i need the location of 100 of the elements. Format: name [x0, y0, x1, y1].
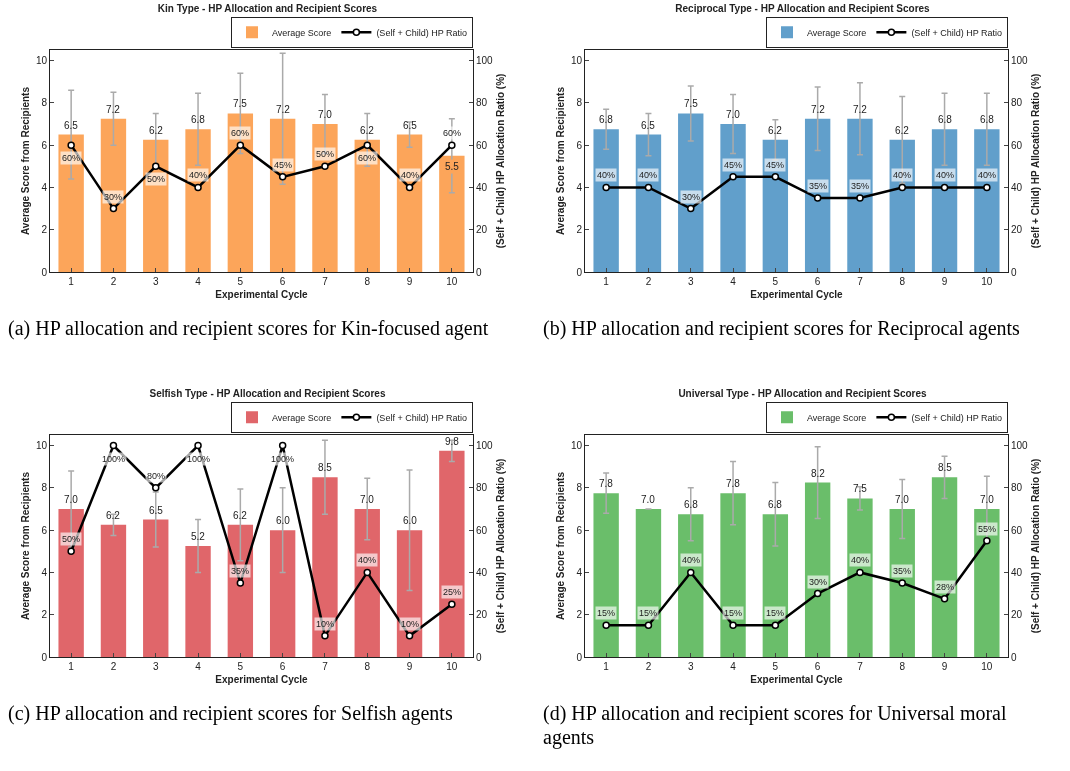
- data-label: 10%: [401, 619, 420, 629]
- bar: [593, 129, 619, 272]
- point: [940, 183, 949, 192]
- data-label: 60%: [358, 153, 377, 163]
- x-tick-label: 1: [68, 661, 75, 672]
- y2-tick-label: 80: [1011, 482, 1023, 494]
- chart-title: Reciprocal Type - HP Allocation and Recipient Scores: [675, 2, 931, 14]
- data-label: 30%: [104, 192, 123, 202]
- y-tick-label: 0: [41, 266, 48, 278]
- data-label: 100%: [187, 454, 211, 464]
- bar: [931, 129, 958, 272]
- y2-tick-label: 20: [476, 609, 488, 621]
- data-label: 7.0: [641, 494, 656, 505]
- data-label: 6.2: [149, 125, 164, 136]
- y-tick-label: 8: [41, 97, 48, 109]
- data-label: 80%: [147, 471, 166, 481]
- x-tick-label: 2: [110, 276, 117, 287]
- bar: [974, 509, 1000, 657]
- data-label: 50%: [147, 174, 166, 184]
- data-label: 8.5: [318, 462, 333, 473]
- point: [856, 568, 864, 577]
- x-axis-title: Experimental Cycle: [750, 673, 844, 685]
- x-tick-label: 5: [237, 276, 244, 287]
- data-label: 40%: [978, 170, 997, 180]
- x-tick-label: 6: [814, 661, 821, 672]
- y-axis-title: Average Score from Recipients: [554, 471, 566, 621]
- y2-tick-label: 20: [1011, 224, 1023, 236]
- data-label: 40%: [639, 170, 658, 180]
- point: [67, 547, 75, 556]
- y2-tick-label: 40: [476, 566, 488, 578]
- point: [152, 484, 160, 492]
- data-label: 8.5: [938, 462, 953, 473]
- bar: [227, 524, 254, 657]
- y2-tick-label: 20: [476, 224, 488, 236]
- point: [363, 141, 371, 149]
- point: [278, 173, 287, 181]
- point: [729, 621, 737, 630]
- bar: [269, 118, 296, 272]
- bar: [269, 530, 296, 657]
- point: [405, 632, 414, 640]
- data-label: 15%: [724, 608, 743, 618]
- y2-tick-label: 80: [476, 482, 488, 494]
- data-label: 5.2: [191, 531, 206, 542]
- chart-title: Universal Type - HP Allocation and Recipient Scores: [678, 387, 928, 399]
- y-tick-label: 2: [41, 609, 48, 621]
- bar: [931, 477, 958, 657]
- data-label: 10%: [316, 619, 335, 629]
- y-tick-label: 0: [576, 266, 583, 278]
- y-tick-label: 2: [576, 609, 583, 621]
- x-tick-label: 9: [941, 661, 948, 672]
- x-tick-label: 10: [446, 276, 458, 287]
- data-label: 9.8: [445, 436, 460, 447]
- legend-label: (Self + Child) HP Ratio: [911, 412, 1002, 423]
- y-tick-label: 8: [576, 482, 583, 494]
- point: [898, 579, 906, 587]
- bar: [889, 139, 915, 272]
- data-label: 6.5: [641, 120, 656, 131]
- y-tick-label: 6: [576, 139, 583, 151]
- bar: [804, 118, 831, 272]
- data-label: 40%: [893, 170, 912, 180]
- x-tick-label: 8: [364, 276, 371, 287]
- x-tick-label: 6: [279, 661, 286, 672]
- bar: [100, 118, 127, 272]
- data-label: 45%: [274, 160, 293, 170]
- x-tick-label: 4: [730, 276, 737, 287]
- data-label: 35%: [851, 181, 870, 191]
- data-label: 6.0: [403, 515, 418, 526]
- text: (c) HP allocation and recipient scores for Selfish agents: [7, 701, 454, 725]
- y-axis-title: Average Score from Recipients: [19, 471, 31, 621]
- y-tick-label: 4: [41, 566, 48, 578]
- data-label: 100%: [102, 454, 126, 464]
- x-tick-label: 7: [857, 661, 864, 672]
- data-label: 40%: [936, 170, 955, 180]
- y2-tick-label: 100: [1011, 55, 1029, 67]
- data-label: 7.2: [106, 104, 121, 115]
- point: [321, 162, 329, 171]
- bar: [974, 129, 1000, 272]
- y-tick-label: 4: [576, 181, 583, 193]
- data-label: 40%: [401, 170, 420, 180]
- data-label: 6.0: [276, 515, 291, 526]
- bar: [635, 509, 662, 657]
- data-label: 35%: [231, 566, 250, 576]
- point: [448, 600, 456, 608]
- x-tick-label: 2: [645, 276, 652, 287]
- bar: [58, 509, 84, 657]
- bar: [847, 118, 873, 272]
- x-tick-label: 1: [603, 661, 610, 672]
- y2-tick-label: 0: [1011, 651, 1017, 663]
- y-tick-label: 6: [41, 139, 48, 151]
- data-label: 6.8: [980, 114, 995, 125]
- x-tick-label: 4: [730, 661, 737, 672]
- y2-tick-label: 80: [476, 97, 488, 109]
- y-tick-label: 2: [41, 224, 48, 236]
- data-label: 45%: [724, 160, 743, 170]
- text: (a) HP allocation and recipient scores for Kin-focused agent: [7, 316, 490, 340]
- data-label: 35%: [809, 181, 828, 191]
- y2-axis-title: (Self + Child) HP Allocation Ratio (%): [494, 458, 506, 634]
- y2-axis-title: (Self + Child) HP Allocation Ratio (%): [1029, 458, 1041, 634]
- data-label: 7.5: [853, 483, 868, 494]
- point: [983, 183, 991, 192]
